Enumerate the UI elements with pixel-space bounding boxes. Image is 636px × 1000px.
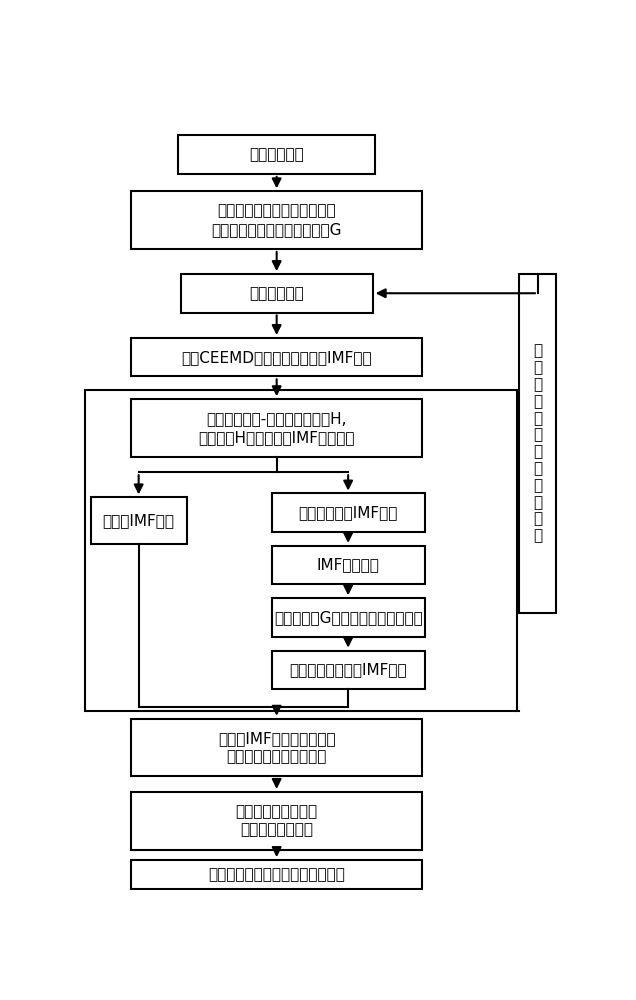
Text: 获取该剖面平均振幅谱，根据
其有效频带范围确定阈值集合G: 获取该剖面平均振幅谱，根据 其有效频带范围确定阈值集合G xyxy=(211,203,342,237)
Text: 将所有处理后的单道
地震信号依次排列: 将所有处理后的单道 地震信号依次排列 xyxy=(235,804,318,838)
Text: 进行CEEMD分解，得到相应的IMF分量: 进行CEEMD分解，得到相应的IMF分量 xyxy=(181,350,372,365)
Text: 有效频带内的IMF分量: 有效频带内的IMF分量 xyxy=(298,505,398,520)
Bar xyxy=(85,390,517,711)
Bar xyxy=(90,497,187,544)
Bar xyxy=(520,274,556,613)
Text: 剩余的IMF分量: 剩余的IMF分量 xyxy=(102,513,175,528)
Text: 对
剩
余
的
单
道
逐
道
进
行
处
理: 对 剩 余 的 单 道 逐 道 进 行 处 理 xyxy=(534,344,543,543)
Bar xyxy=(272,493,425,532)
Bar xyxy=(131,399,422,457)
Text: 将所有IMF分量进行重构，
得到高分辨率的地震信号: 将所有IMF分量进行重构， 得到高分辨率的地震信号 xyxy=(218,731,335,764)
Bar xyxy=(131,338,422,376)
Bar xyxy=(131,792,422,850)
Text: 用阈值集合G对其进行高分辨率处理: 用阈值集合G对其进行高分辨率处理 xyxy=(273,610,422,625)
Bar xyxy=(131,860,422,889)
Text: 高分辨率处理后的IMF分量: 高分辨率处理后的IMF分量 xyxy=(289,662,407,677)
Text: 单道地震信号: 单道地震信号 xyxy=(249,286,304,301)
Bar xyxy=(181,274,373,312)
Bar xyxy=(178,135,375,174)
Text: IMF分量叠加: IMF分量叠加 xyxy=(317,558,380,573)
Bar xyxy=(272,546,425,584)
Bar xyxy=(131,191,422,249)
Text: 原始地震剖面: 原始地震剖面 xyxy=(249,147,304,162)
Bar xyxy=(131,719,422,776)
Bar xyxy=(272,598,425,637)
Bar xyxy=(272,651,425,689)
Text: 利用相关系数-阈值法确定阈值H,
通过阈值H的甄别，将IMF分量分类: 利用相关系数-阈值法确定阈值H, 通过阈值H的甄别，将IMF分量分类 xyxy=(198,411,355,445)
Text: 高分辨率地震剖面，用于地震解释: 高分辨率地震剖面，用于地震解释 xyxy=(208,867,345,882)
